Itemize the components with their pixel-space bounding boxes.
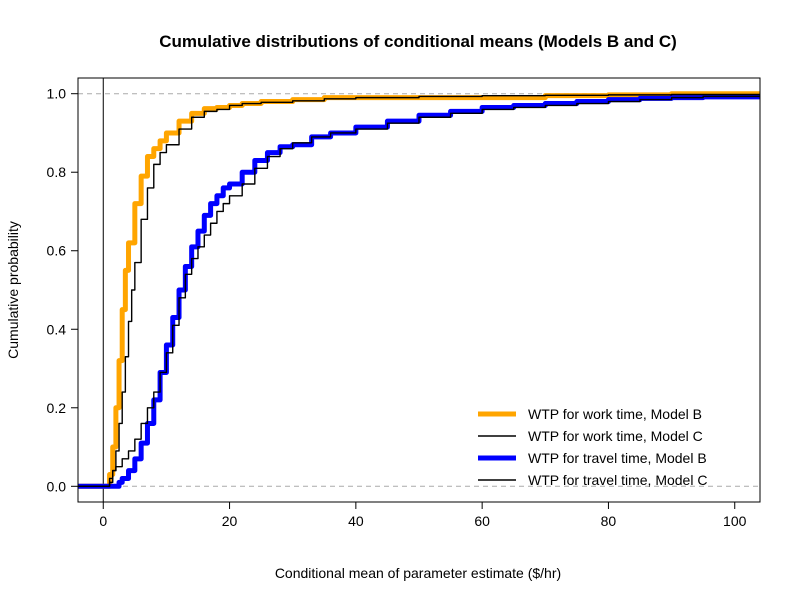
plot-frame — [77, 77, 761, 503]
y-tick-label-3: 0.6 — [47, 243, 67, 259]
series-layer — [78, 91, 760, 489]
y-tick-label-0: 0.0 — [47, 478, 67, 494]
legend: WTP for work time, Model B WTP for work t… — [478, 406, 707, 488]
legend-label-0: WTP for work time, Model B — [528, 406, 702, 422]
legend-label-2: WTP for travel time, Model B — [528, 450, 707, 466]
x-tick-label-3: 60 — [474, 513, 490, 529]
x-axis: 0 20 40 60 80 100 — [99, 502, 747, 529]
y-axis-label: Cumulative probability — [5, 221, 21, 359]
y-tick-label-4: 0.8 — [47, 164, 67, 180]
x-tick-label-2: 40 — [348, 513, 364, 529]
y-tick-label-1: 0.2 — [47, 400, 67, 416]
x-tick-label-4: 80 — [601, 513, 617, 529]
y-tick-label-5: 1.0 — [47, 86, 67, 102]
x-tick-label-5: 100 — [723, 513, 747, 529]
chart-title: Cumulative distributions of conditional … — [159, 32, 677, 51]
y-axis: 0.0 0.2 0.4 0.6 0.8 1.0 — [47, 86, 78, 494]
series-line-2 — [78, 94, 760, 489]
x-axis-label: Conditional mean of parameter estimate (… — [275, 565, 561, 581]
y-tick-label-2: 0.4 — [47, 321, 67, 337]
series-line-3 — [78, 95, 760, 487]
series-line-1 — [78, 93, 760, 487]
x-tick-label-0: 0 — [99, 513, 107, 529]
series-line-0 — [78, 91, 760, 489]
legend-label-3: WTP for travel time, Model C — [528, 472, 707, 488]
x-tick-label-1: 20 — [222, 513, 238, 529]
legend-label-1: WTP for work time, Model C — [528, 428, 703, 444]
